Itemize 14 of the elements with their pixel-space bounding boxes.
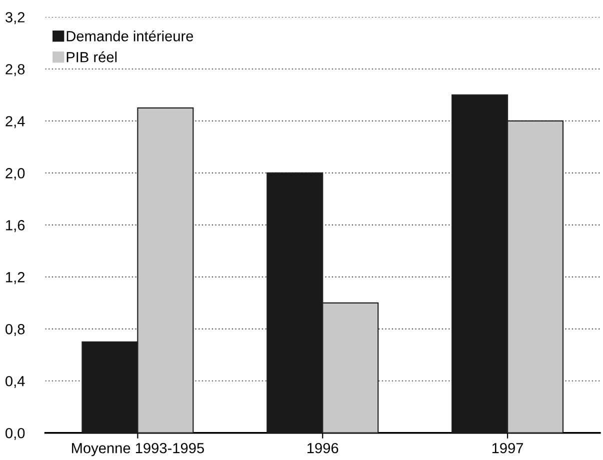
y-tick-label: 1,6 [6, 220, 25, 232]
y-tick-label: 3,2 [6, 12, 24, 24]
legend-label: PIB réel [66, 51, 117, 62]
x-tick-label: 1996 [308, 442, 338, 454]
y-tick-label: 2,8 [6, 64, 25, 76]
x-tick-label: 1997 [492, 442, 524, 454]
y-tick-label: 0,8 [6, 324, 25, 336]
y-tick-label: 0,4 [6, 376, 25, 388]
y-tick-label: 2,4 [6, 116, 25, 128]
x-tick-label: Moyenne 1993-1995 [72, 442, 204, 456]
legend-label: Demande intérieure [66, 30, 194, 42]
y-tick-label: 0,0 [6, 428, 25, 440]
y-tick-label: 2,0 [6, 168, 25, 180]
y-tick-label: 1,2 [6, 272, 24, 284]
